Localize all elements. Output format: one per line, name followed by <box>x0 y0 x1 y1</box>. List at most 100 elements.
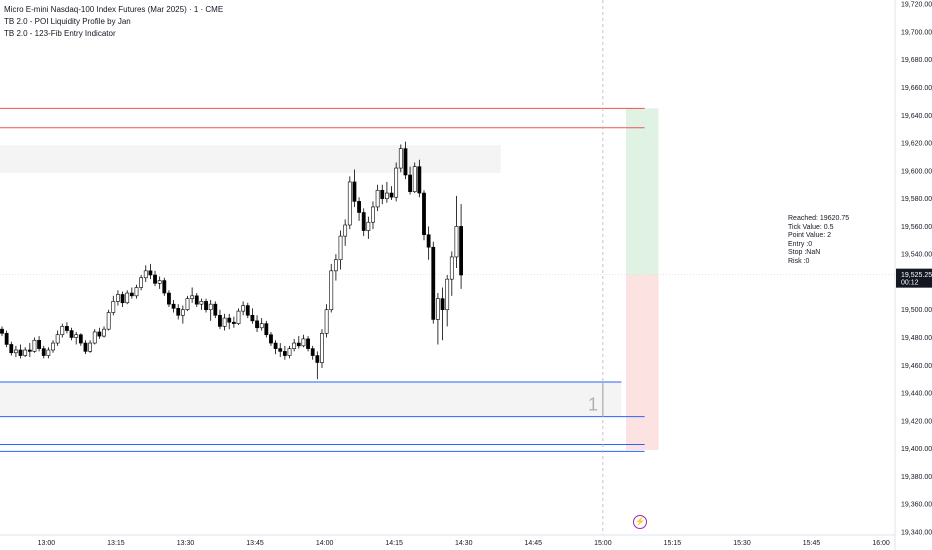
y-tick-label: 19,560.00 <box>901 224 932 231</box>
zone-label: 1 <box>588 395 598 415</box>
y-tick-label: 19,640.00 <box>901 113 932 120</box>
candle <box>171 303 176 309</box>
candle <box>83 342 88 352</box>
candle <box>440 298 445 311</box>
candle <box>222 317 227 327</box>
candle <box>287 348 292 356</box>
indicator-poi-liquidity-profile[interactable]: TB 2.0 - POI Liquidity Profile by Jan <box>4 17 131 26</box>
candle <box>69 330 74 338</box>
candle <box>4 333 9 345</box>
candle <box>384 192 389 199</box>
indicator-123-fib-entry[interactable]: TB 2.0 - 123-Fib Entry Indicator <box>4 29 116 38</box>
candle <box>380 189 385 199</box>
candle <box>445 278 450 311</box>
candle <box>231 321 236 324</box>
x-tick-label: 15:00 <box>594 540 612 547</box>
y-tick-label: 19,680.00 <box>901 57 932 64</box>
candle <box>454 226 459 258</box>
candle <box>250 314 255 322</box>
stop-loss-zone <box>626 274 659 450</box>
candle <box>97 331 102 337</box>
candle <box>375 189 380 208</box>
price-tag <box>896 268 932 288</box>
liquidity-zone-upper <box>0 145 501 173</box>
candle <box>46 349 51 356</box>
candle <box>394 167 399 198</box>
lightning-icon[interactable]: ⚡ <box>633 515 647 529</box>
tick-value: Tick Value: 0.5 <box>788 223 834 231</box>
candle <box>310 348 315 356</box>
candle <box>213 303 218 316</box>
stop-value: Stop :NaN <box>788 249 821 256</box>
x-tick-label: 14:00 <box>316 540 334 547</box>
y-tick-label: 19,440.00 <box>901 391 932 398</box>
candle <box>162 280 167 294</box>
y-tick-label: 19,600.00 <box>901 168 932 175</box>
x-tick-label: 13:00 <box>38 540 56 547</box>
candle <box>417 166 422 194</box>
candle <box>352 181 357 202</box>
candle <box>306 338 310 349</box>
price-tag-value: 19,525.25 <box>901 272 932 279</box>
x-tick-label: 13:45 <box>246 540 264 547</box>
candle <box>157 280 162 284</box>
candle <box>343 224 348 237</box>
liquidity-zone-lower <box>0 381 622 417</box>
candle <box>320 333 324 363</box>
symbol-title[interactable]: Micro E-mini Nasdaq-100 Index Futures (M… <box>4 5 224 14</box>
y-tick-label: 19,500.00 <box>901 307 932 314</box>
y-tick-label: 19,400.00 <box>901 446 932 453</box>
price-tag-countdown: 00:12 <box>901 280 919 287</box>
candle <box>9 344 14 354</box>
x-tick-label: 15:30 <box>733 540 751 547</box>
candle <box>449 256 454 280</box>
candle <box>180 309 185 316</box>
point-value: Point Value: 2 <box>788 232 832 239</box>
y-tick-label: 19,720.00 <box>901 2 932 9</box>
candle <box>366 221 371 231</box>
candle <box>116 294 120 302</box>
candle <box>37 339 41 349</box>
candle <box>51 342 55 351</box>
candle <box>167 292 171 305</box>
candle <box>278 348 283 352</box>
candle <box>111 301 116 313</box>
candle <box>190 295 195 299</box>
candle <box>14 349 18 354</box>
candle <box>102 328 106 337</box>
candle <box>422 192 426 236</box>
candle <box>199 301 204 305</box>
candle <box>264 323 269 336</box>
candle <box>148 270 153 276</box>
candle <box>208 303 213 311</box>
candle <box>255 320 259 329</box>
candle <box>273 342 278 349</box>
candle <box>18 349 23 356</box>
candle <box>176 308 181 316</box>
candle <box>0 328 4 334</box>
candle <box>403 148 408 176</box>
candle <box>134 287 139 297</box>
candle <box>315 355 320 363</box>
candle <box>301 338 306 347</box>
candle <box>88 342 93 352</box>
indicator-info-panel: Reached: 19620.75 Tick Value: 0.5 Point … <box>788 215 849 266</box>
y-tick-label: 19,540.00 <box>901 252 932 259</box>
x-tick-label: 15:45 <box>803 540 821 547</box>
candle <box>338 235 343 261</box>
candle <box>361 212 366 231</box>
candle <box>333 259 338 272</box>
y-tick-label: 19,700.00 <box>901 29 932 36</box>
candle <box>241 305 246 312</box>
candle <box>371 206 375 223</box>
candle <box>245 305 250 316</box>
y-tick-label: 19,340.00 <box>901 529 932 536</box>
y-tick-label: 19,620.00 <box>901 141 932 148</box>
candle <box>194 295 199 305</box>
candle <box>236 310 241 324</box>
candle <box>65 326 69 331</box>
candle <box>185 298 190 311</box>
candle <box>227 317 232 323</box>
entry-value: Entry :0 <box>788 240 813 248</box>
